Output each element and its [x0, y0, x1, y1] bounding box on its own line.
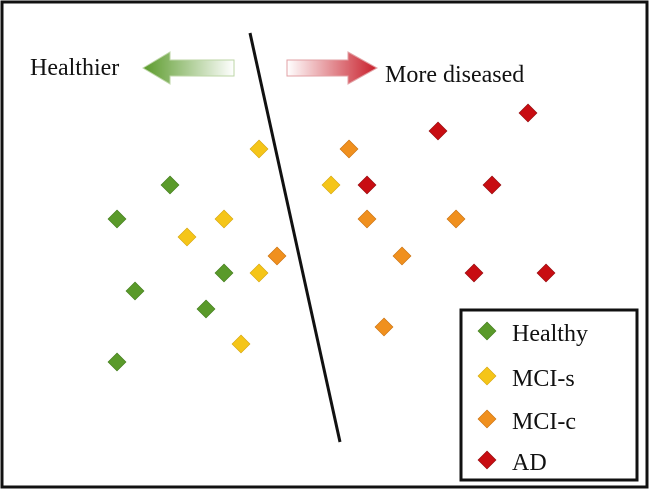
- legend-healthy-icon: [477, 321, 497, 341]
- ad-marker: [482, 175, 502, 195]
- healthy-markers: [107, 175, 234, 372]
- healthy-marker: [107, 352, 127, 372]
- mci-c-marker: [339, 139, 359, 159]
- legend-ad-icon: [477, 450, 497, 470]
- mci-s-marker: [214, 209, 234, 229]
- ad-marker: [428, 121, 448, 141]
- mci-s-marker: [321, 175, 341, 195]
- legend: Healthy MCI-s MCI-c AD: [459, 308, 639, 482]
- mci-c-marker: [267, 246, 287, 266]
- decision-boundary-line: [248, 32, 342, 443]
- healthy-marker: [160, 175, 180, 195]
- mci-c-marker: [392, 246, 412, 266]
- legend-mci-c-label: MCI-c: [512, 409, 576, 435]
- ad-marker: [464, 263, 484, 283]
- legend-mci-s-icon: [477, 366, 497, 386]
- healthy-marker: [196, 299, 216, 319]
- more-diseased-arrow: [286, 51, 379, 85]
- legend-ad-label: AD: [512, 450, 547, 476]
- healthy-marker: [214, 263, 234, 283]
- mci-s-marker: [249, 139, 269, 159]
- mci-s-marker: [249, 263, 269, 283]
- ad-markers: [357, 103, 556, 283]
- healthy-marker: [107, 209, 127, 229]
- healthier-arrow: [142, 51, 235, 85]
- legend-healthy-label: Healthy: [512, 321, 588, 347]
- legend-box: [459, 308, 639, 482]
- mci-c-marker: [374, 317, 394, 337]
- legend-mci-c-icon: [477, 409, 497, 429]
- mci-c-marker: [357, 209, 377, 229]
- ad-marker: [518, 103, 538, 123]
- legend-mci-s-label: MCI-s: [512, 366, 575, 392]
- mci-s-markers: [177, 139, 341, 354]
- mci-s-marker: [231, 334, 251, 354]
- mci-c-markers: [267, 139, 466, 337]
- mci-c-marker: [446, 209, 466, 229]
- ad-marker: [357, 175, 377, 195]
- healthy-marker: [125, 281, 145, 301]
- more-diseased-label: More diseased: [385, 62, 524, 88]
- healthier-label: Healthier: [30, 55, 119, 81]
- mci-s-marker: [177, 227, 197, 247]
- ad-marker: [536, 263, 556, 283]
